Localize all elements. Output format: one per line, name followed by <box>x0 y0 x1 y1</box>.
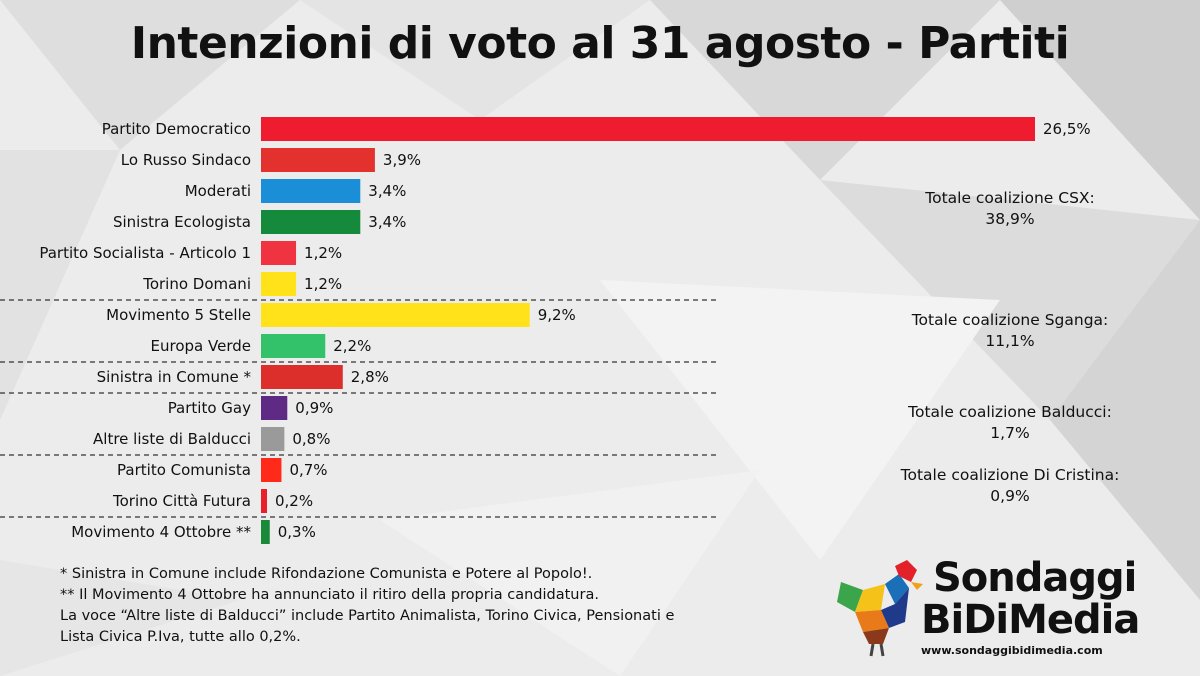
coalition-value: 1,7% <box>990 424 1030 442</box>
coalition-label: Totale coalizione Balducci: <box>908 403 1112 421</box>
coalition-value: 11,1% <box>985 332 1035 350</box>
value-label: 2,2% <box>333 337 371 355</box>
coalition-label: Totale coalizione Di Cristina: <box>900 466 1120 484</box>
category-label: Torino Città Futura <box>112 492 251 510</box>
bar-0 <box>261 117 1035 141</box>
category-label: Partito Democratico <box>102 120 251 138</box>
category-label: Movimento 5 Stelle <box>106 306 251 324</box>
category-label: Sinistra in Comune * <box>97 368 252 386</box>
value-label: 0,2% <box>275 492 313 510</box>
coalition-value: 38,9% <box>985 210 1035 228</box>
footnote: Lista Civica P.Iva, tutte allo 0,2%. <box>60 629 301 645</box>
coalition-sganga: Totale coalizione Sganga: 11,1% <box>860 310 1160 352</box>
category-label: Europa Verde <box>151 337 251 355</box>
category-label: Partito Gay <box>168 399 251 417</box>
value-label: 3,4% <box>368 213 406 231</box>
value-label: 0,7% <box>289 461 327 479</box>
bar-10 <box>261 427 285 451</box>
category-label: Partito Comunista <box>117 461 251 479</box>
category-label: Moderati <box>185 182 251 200</box>
category-label: Partito Socialista - Articolo 1 <box>39 244 251 262</box>
bar-1 <box>261 148 375 172</box>
value-label: 3,4% <box>368 182 406 200</box>
coalition-csx: Totale coalizione CSX: 38,9% <box>860 188 1160 230</box>
value-label: 0,8% <box>292 430 330 448</box>
coalition-label: Totale coalizione Sganga: <box>911 311 1109 329</box>
value-label: 1,2% <box>304 244 342 262</box>
logo-url[interactable]: www.sondaggibidimedia.com <box>921 644 1103 657</box>
rooster-icon <box>837 560 923 657</box>
value-label: 3,9% <box>383 151 421 169</box>
bar-9 <box>261 396 288 420</box>
bar-12 <box>261 489 267 513</box>
bar-5 <box>261 272 297 296</box>
coalition-balducci: Totale coalizione Balducci: 1,7% <box>860 402 1160 444</box>
category-label: Altre liste di Balducci <box>93 430 251 448</box>
footnote: ** Il Movimento 4 Ottobre ha annunciato … <box>60 587 599 603</box>
footnote: La voce “Altre liste di Balducci” includ… <box>60 608 675 624</box>
bar-11 <box>261 458 282 482</box>
bar-2 <box>261 179 361 203</box>
value-label: 9,2% <box>538 306 576 324</box>
logo-line2: BiDiMedia <box>921 597 1140 643</box>
category-label: Lo Russo Sindaco <box>121 151 251 169</box>
bar-13 <box>261 520 270 544</box>
brand-logo: Sondaggi BiDiMedia www.sondaggibidimedia… <box>833 555 1173 665</box>
value-label: 0,3% <box>278 523 316 541</box>
footnotes: * Sinistra in Comune include Rifondazion… <box>60 564 780 648</box>
category-label: Torino Domani <box>142 275 251 293</box>
value-label: 2,8% <box>351 368 389 386</box>
category-label: Sinistra Ecologista <box>113 213 251 231</box>
bar-8 <box>261 365 343 389</box>
bar-7 <box>261 334 326 358</box>
logo-line1: Sondaggi <box>933 555 1137 601</box>
value-label: 26,5% <box>1043 120 1091 138</box>
value-label: 0,9% <box>295 399 333 417</box>
category-label: Movimento 4 Ottobre ** <box>71 523 251 541</box>
bar-4 <box>261 241 297 265</box>
value-label: 1,2% <box>304 275 342 293</box>
chart-title: Intenzioni di voto al 31 agosto - Partit… <box>130 18 1070 69</box>
footnote: * Sinistra in Comune include Rifondazion… <box>60 566 593 582</box>
coalition-di-cristina: Totale coalizione Di Cristina: 0,9% <box>860 465 1160 507</box>
coalition-value: 0,9% <box>990 487 1030 505</box>
bar-3 <box>261 210 361 234</box>
coalition-label: Totale coalizione CSX: <box>925 189 1095 207</box>
bar-6 <box>261 303 530 327</box>
